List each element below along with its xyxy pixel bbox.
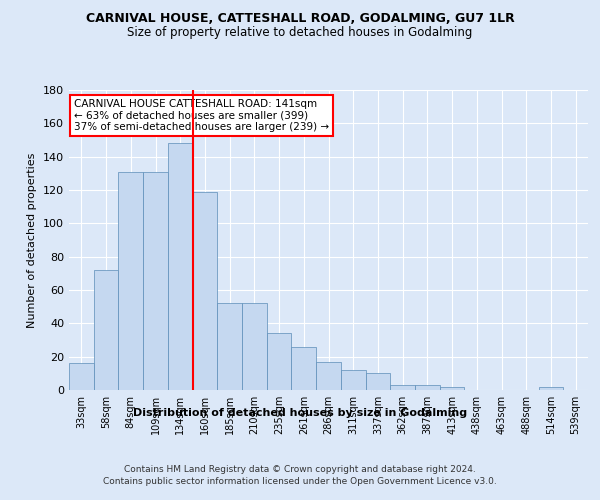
Bar bbox=[143, 172, 168, 390]
Bar bbox=[440, 386, 464, 390]
Text: Distribution of detached houses by size in Godalming: Distribution of detached houses by size … bbox=[133, 408, 467, 418]
Bar bbox=[168, 144, 193, 390]
Bar bbox=[390, 385, 415, 390]
Bar bbox=[217, 304, 242, 390]
Bar bbox=[242, 304, 267, 390]
Text: CARNIVAL HOUSE CATTESHALL ROAD: 141sqm
← 63% of detached houses are smaller (399: CARNIVAL HOUSE CATTESHALL ROAD: 141sqm ←… bbox=[74, 99, 329, 132]
Bar bbox=[94, 270, 118, 390]
Bar bbox=[69, 364, 94, 390]
Bar bbox=[118, 172, 143, 390]
Bar bbox=[193, 192, 217, 390]
Bar bbox=[292, 346, 316, 390]
Bar bbox=[341, 370, 365, 390]
Y-axis label: Number of detached properties: Number of detached properties bbox=[28, 152, 37, 328]
Text: Size of property relative to detached houses in Godalming: Size of property relative to detached ho… bbox=[127, 26, 473, 39]
Text: CARNIVAL HOUSE, CATTESHALL ROAD, GODALMING, GU7 1LR: CARNIVAL HOUSE, CATTESHALL ROAD, GODALMI… bbox=[86, 12, 514, 26]
Text: Contains HM Land Registry data © Crown copyright and database right 2024.: Contains HM Land Registry data © Crown c… bbox=[124, 465, 476, 474]
Bar bbox=[365, 374, 390, 390]
Bar bbox=[415, 385, 440, 390]
Bar bbox=[539, 386, 563, 390]
Bar bbox=[316, 362, 341, 390]
Bar bbox=[267, 334, 292, 390]
Text: Contains public sector information licensed under the Open Government Licence v3: Contains public sector information licen… bbox=[103, 478, 497, 486]
